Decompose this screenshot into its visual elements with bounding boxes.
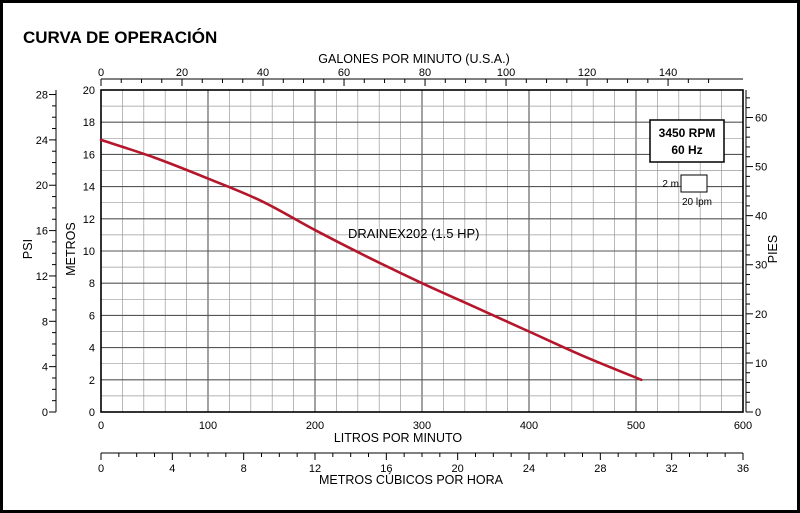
scale-key-horizontal: 20 lpm [682,197,712,208]
pies-axis-title: PIES [766,235,780,264]
metros-tick-label: 20 [83,85,95,97]
psi-tick-label: 28 [36,90,48,102]
extra-tick-label: 12 [309,463,321,475]
scale-key-vertical: 2 m [662,179,679,190]
pies-tick-label: 0 [755,407,761,419]
plot-border [100,89,744,413]
extra-tick-label: 16 [380,463,392,475]
bottom-tick-label: 500 [627,420,645,432]
extra-tick-label: 0 [98,463,104,475]
top-tick-label: 100 [497,67,515,79]
info-box-hz: 60 Hz [671,143,702,157]
metros-tick-label: 14 [83,182,95,194]
extra-tick-label: 32 [666,463,678,475]
scale-key: 2 m 20 lpm [662,174,712,208]
metros-tick-label: 6 [89,310,95,322]
top-tick-label: 60 [338,67,350,79]
bottom-tick-label: 200 [306,420,324,432]
extra-tick-label: 24 [523,463,535,475]
psi-tick-label: 0 [42,407,48,419]
chart-frame: CURVA DE OPERACIÓN 0 100 200 300 400 500 600 0 2… [3,3,797,510]
pies-tick-label: 60 [755,112,767,124]
top-tick-label: 80 [419,67,431,79]
bottom-tick-label: 100 [199,420,217,432]
psi-tick-label: 16 [36,226,48,238]
metros-tick-label: 12 [83,214,95,226]
metros-tick-label: 2 [89,375,95,387]
pies-tick-label: 20 [755,309,767,321]
info-box: 3450 RPM 60 Hz [649,119,725,163]
curve-label: DRAINEX202 (1.5 HP) [348,226,480,241]
extra-tick-label: 28 [594,463,606,475]
curve-layer [99,138,643,382]
top-axis-title: GALONES POR MINUTO (U.S.A.) [318,52,509,66]
extra-tick-label: 4 [169,463,175,475]
metros-tick-label: 16 [83,149,95,161]
info-box-frame [649,119,725,163]
psi-tick-label: 4 [42,362,48,374]
top-tick-label: 120 [578,67,596,79]
psi-tick-label: 12 [36,271,48,283]
pies-tick-label: 40 [755,211,767,223]
metros-tick-label: 8 [89,278,95,290]
bottom-axis-title: LITROS POR MINUTO [334,431,463,445]
top-tick-label: 40 [257,67,269,79]
metros-tick-label: 18 [83,117,95,129]
extra-tick-label: 8 [241,463,247,475]
metros-tick-label: 0 [89,407,95,419]
metros-axis-title: METROS [64,222,78,275]
chart-title: CURVA DE OPERACIÓN [23,28,217,47]
psi-tick-label: 20 [36,180,48,192]
metros-tick-label: 4 [89,343,95,355]
bottom-tick-label: 0 [98,420,104,432]
info-box-rpm: 3450 RPM [659,126,716,140]
bottom-tick-label: 400 [520,420,538,432]
psi-tick-label: 8 [42,316,48,328]
pies-tick-label: 50 [755,162,767,174]
pies-tick-label: 10 [755,358,767,370]
metros-tick-label: 10 [83,246,95,258]
top-tick-label: 140 [659,67,677,79]
scale-key-box [680,174,708,193]
extra-tick-label: 36 [737,463,749,475]
bottom-tick-label: 300 [413,420,431,432]
series-line-drainex202 [99,138,643,382]
top-tick-label: 20 [176,67,188,79]
extra-tick-label: 20 [452,463,464,475]
bottom-tick-label: 600 [734,420,752,432]
psi-axis-title: PSI [21,239,35,259]
psi-tick-label: 24 [36,135,48,147]
extra-axis-title: METROS CÚBICOS POR HORA [319,472,504,487]
pies-tick-label: 30 [755,260,767,272]
grid [101,90,743,412]
top-tick-label: 0 [98,67,104,79]
